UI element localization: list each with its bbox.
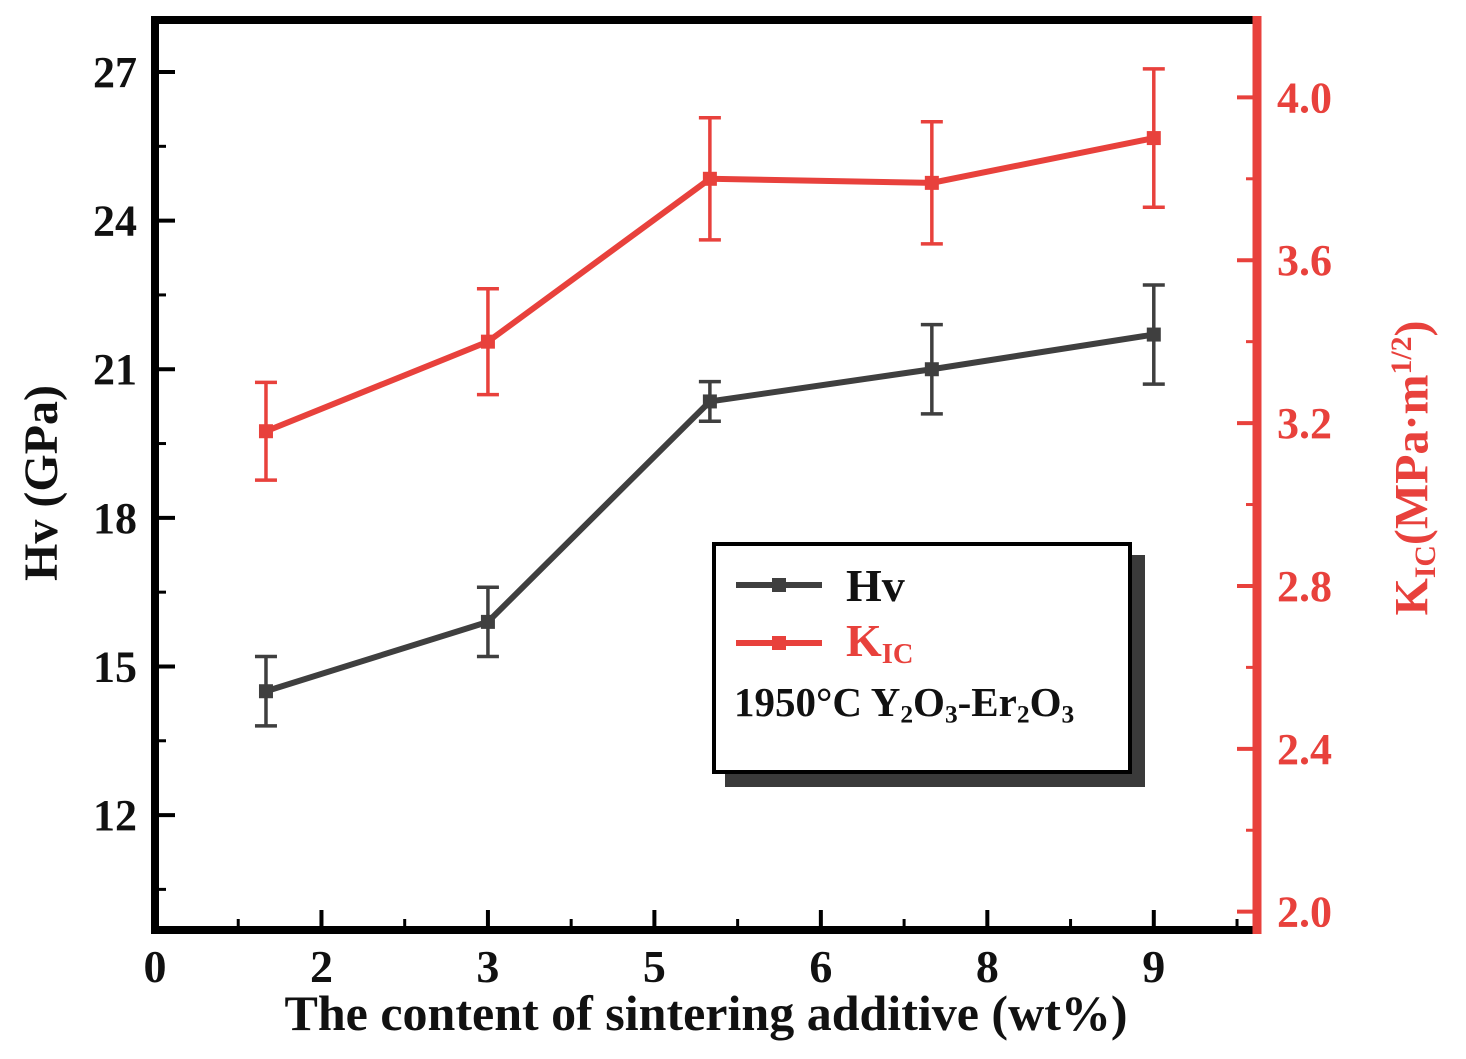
plot-frame	[151, 16, 1257, 934]
x-tick-label: 5	[643, 941, 666, 992]
kic-square-marker-icon	[772, 636, 786, 650]
hv-square-marker-icon	[772, 578, 786, 592]
hv-legend-label: Hv	[846, 559, 905, 611]
kic-marker	[702, 171, 717, 186]
x-tick-label: 6	[809, 941, 832, 992]
legend: Hv KIC 1950°C Y2O3-Er2O3	[712, 542, 1132, 774]
kic-marker	[480, 334, 495, 349]
left-tick-label: 24	[93, 197, 137, 246]
left-tick-label: 27	[93, 48, 137, 97]
hv-legend-marker	[736, 577, 822, 593]
hv-series	[254, 283, 1165, 728]
right-tick-label: 3.2	[1277, 399, 1332, 448]
x-tick-label: 0	[144, 941, 167, 992]
right-tick-label: 4.0	[1277, 73, 1332, 122]
legend-entry-kic: KIC	[730, 614, 1128, 672]
kic-legend-marker	[736, 635, 822, 651]
kic-marker	[258, 424, 273, 439]
hv-marker	[924, 362, 939, 377]
right-tick-label: 2.8	[1277, 562, 1332, 611]
kic-series	[254, 67, 1165, 482]
hv-marker	[480, 614, 495, 629]
x-tick-label: 8	[976, 941, 999, 992]
kic-marker	[1146, 131, 1161, 146]
hv-marker	[258, 684, 273, 699]
kic-legend-label: KIC	[846, 615, 914, 671]
legend-entry-hv: Hv	[730, 556, 1128, 614]
x-tick-label: 2	[310, 941, 333, 992]
left-tick-label: 15	[93, 642, 137, 691]
legend-annotation: 1950°C Y2O3-Er2O3	[734, 679, 1075, 729]
x-tick-label: 3	[476, 941, 499, 992]
right-tick-label: 2.4	[1277, 725, 1332, 774]
right-axis-title: KIC(MPa·m1/2)	[1385, 320, 1442, 616]
left-tick-label: 12	[93, 791, 137, 840]
hv-marker	[702, 394, 717, 409]
kic-marker	[924, 175, 939, 190]
x-axis-title: The content of sintering additive (wt%)	[284, 985, 1128, 1041]
left-tick-label: 21	[93, 345, 137, 394]
right-tick-label: 3.6	[1277, 236, 1332, 285]
x-tick-label: 9	[1142, 941, 1165, 992]
hv-marker	[1146, 327, 1161, 342]
left-tick-label: 18	[93, 494, 137, 543]
right-tick-label: 2.0	[1277, 888, 1332, 937]
left-axis-title: Hv (GPa)	[15, 385, 68, 581]
